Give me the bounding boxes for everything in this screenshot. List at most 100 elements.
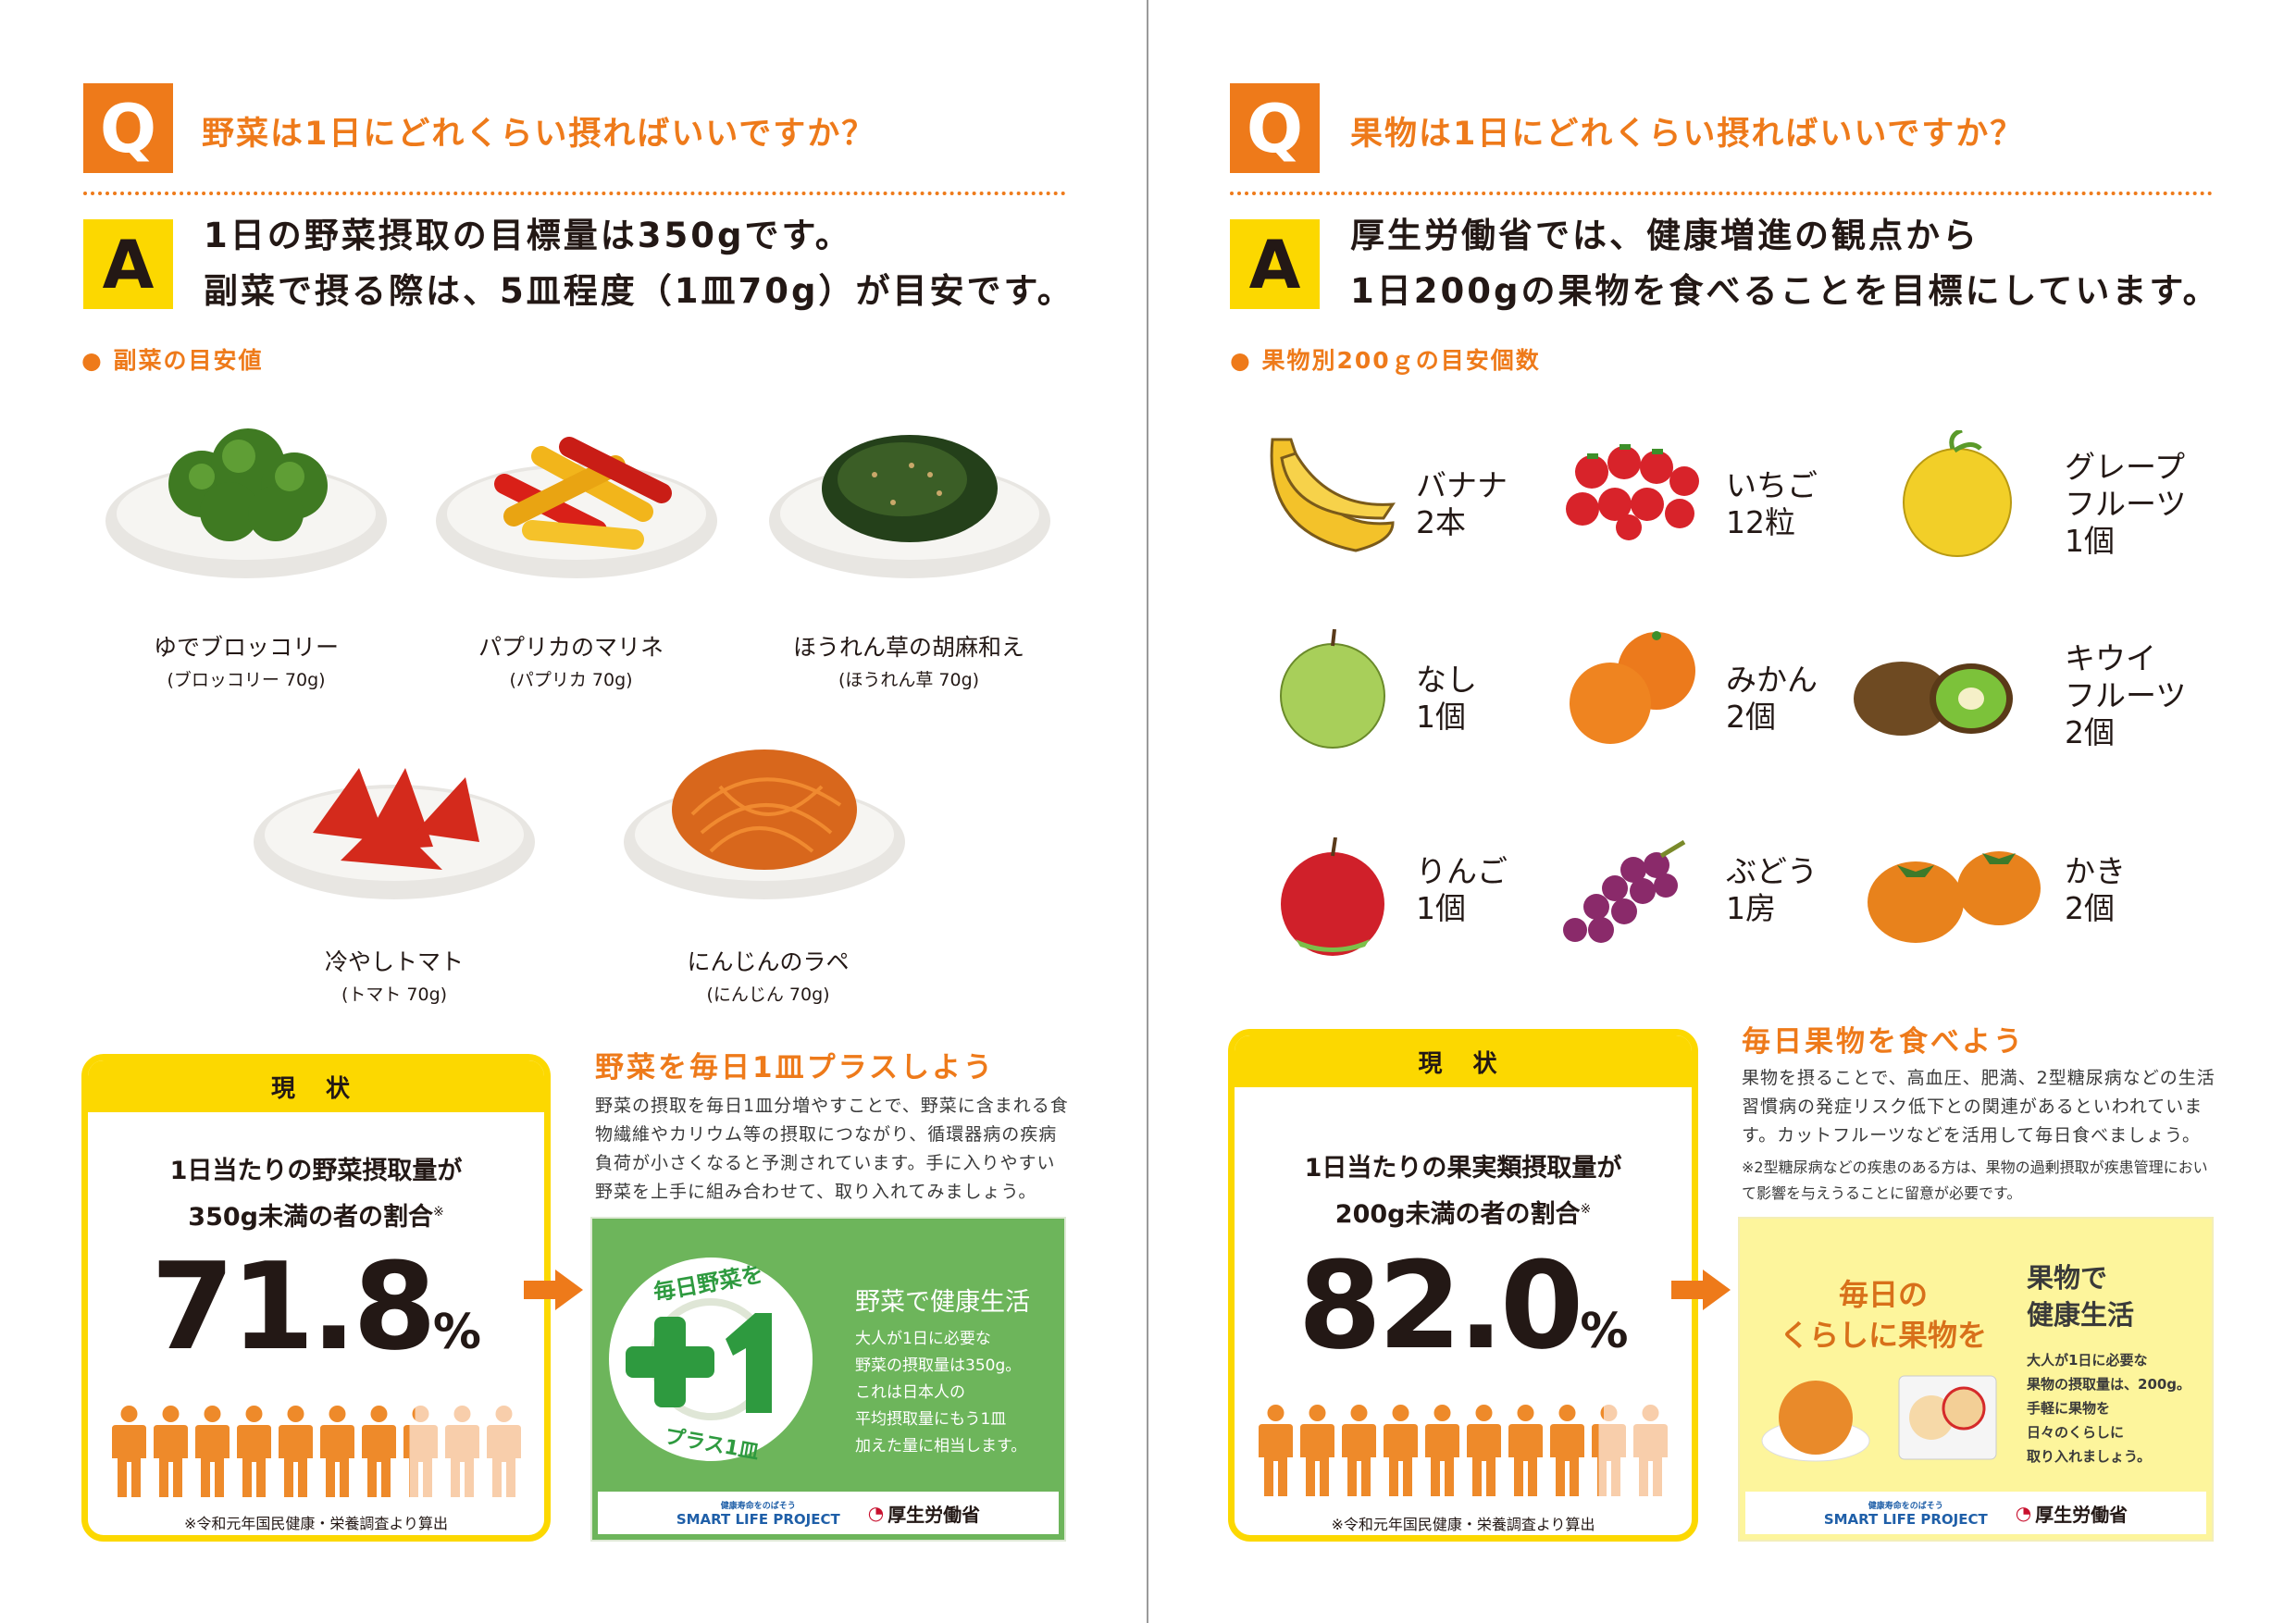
smart-life-project-logo: 健康寿命をのばそう SMART LIFE PROJECT bbox=[1824, 1499, 1988, 1528]
person-icon bbox=[1508, 1405, 1543, 1496]
person-icon bbox=[1592, 1405, 1626, 1496]
slp-tagline: 健康寿命をのばそう bbox=[720, 1501, 796, 1511]
slp-name: SMART LIFE PROJECT bbox=[676, 1510, 840, 1528]
percentage-unit: % bbox=[432, 1305, 481, 1360]
dish-name: ほうれん草の胡麻和え bbox=[792, 634, 1024, 661]
people-ratio-graphic bbox=[88, 1405, 544, 1497]
broccoli-dish-image bbox=[105, 428, 387, 578]
dish-caption: パプリカのマリネ (パプリカ 70g) bbox=[414, 629, 728, 691]
panel-title-line: 健康生活 bbox=[2027, 1299, 2135, 1331]
panel-text: 大人が1日に必要な 野菜の摂取量は350g。 これは日本人の 平均摂取量にもう1… bbox=[855, 1326, 1026, 1460]
fruit-name: りんご bbox=[1416, 853, 1508, 889]
dish-caption: 冷やしトマト (トマト 70g) bbox=[237, 944, 552, 1006]
section-title: ● 果物別200ｇの目安個数 bbox=[1230, 347, 1541, 374]
panel-line: 野菜の摂取量は350g。 bbox=[855, 1357, 1022, 1375]
dotted-divider bbox=[1230, 192, 2213, 195]
person-icon bbox=[319, 1406, 354, 1497]
fruit-label: みかん 2個 bbox=[1726, 662, 1818, 736]
dish-amount: (にんじん 70g) bbox=[706, 985, 830, 1005]
dish-name: ゆでブロッコリー bbox=[153, 634, 339, 661]
answer-line: 1日の野菜摂取の目標量は350gです。 bbox=[204, 216, 852, 255]
arrow-right-icon bbox=[1671, 1270, 1731, 1310]
fruit-amount: 12粒 bbox=[1726, 504, 1795, 540]
slp-name: SMART LIFE PROJECT bbox=[1823, 1510, 1988, 1528]
person-icon bbox=[1550, 1405, 1584, 1496]
panel-title-line: 果物で bbox=[2027, 1262, 2108, 1294]
question-title: 果物は1日にどれくらい摂ればいいですか？ bbox=[1350, 116, 2025, 153]
fruit-name: ぶどう bbox=[1726, 853, 1818, 889]
dish-name: 冷やしトマト bbox=[324, 948, 464, 975]
dish-name: パプリカのマリネ bbox=[478, 634, 664, 661]
fruit-name: いちご bbox=[1726, 467, 1818, 503]
fruit-name: バナナ bbox=[1416, 467, 1508, 503]
source-note: ※令和元年国民健康・栄養調査より算出 bbox=[1331, 1516, 1595, 1533]
campaign-note: ※2型糖尿病などの疾患のある方は、果物の過剰摂取が疾患管理において影響を与えうる… bbox=[1742, 1158, 2208, 1202]
answer-text: 厚生労働省では、健康増進の観点から 1日200gの果物を食べることを目標にしてい… bbox=[1350, 208, 2220, 319]
fruit-label: かき 2個 bbox=[2065, 853, 2126, 927]
answer-mark-badge: A bbox=[1230, 219, 1320, 309]
dish-caption: ゆでブロッコリー (ブロッコリー 70g) bbox=[89, 629, 403, 691]
fruit-label: グレープ フルーツ 1個 bbox=[2065, 449, 2186, 560]
dotted-divider bbox=[83, 192, 1066, 195]
panel-text: 大人が1日に必要な 果物の摂取量は、200g。 手軽に果物を 日々のくらしに 取… bbox=[2027, 1348, 2191, 1468]
dish-amount: (トマト 70g) bbox=[341, 985, 448, 1005]
dish-amount: (ほうれん草 70g) bbox=[838, 670, 980, 690]
pear-icon bbox=[1280, 629, 1385, 749]
person-icon bbox=[403, 1406, 438, 1497]
campaign-heading: 野菜を毎日1皿プラスしよう bbox=[595, 1051, 995, 1084]
fruit-amount: 2個 bbox=[2065, 714, 2115, 750]
grapes-icon bbox=[1563, 839, 1686, 943]
status-lead-line: 350g未満の者の割合 bbox=[188, 1203, 433, 1232]
answer-mark-badge: A bbox=[83, 219, 173, 309]
status-lead-line: 200g未満の者の割合 bbox=[1334, 1200, 1581, 1229]
question-title: 野菜は1日にどれくらい摂ればいいですか？ bbox=[202, 116, 876, 153]
paprika-dish-image bbox=[436, 437, 717, 578]
panel-title: 果物で 健康生活 bbox=[2027, 1259, 2134, 1333]
status-lead: 1日当たりの果実類摂取量が 200g未満の者の割合※ bbox=[1235, 1148, 1692, 1235]
fruit-label: バナナ 2本 bbox=[1416, 467, 1508, 541]
question-mark-badge: Q bbox=[1230, 83, 1320, 173]
person-icon bbox=[486, 1406, 521, 1497]
panel-line: 大人が1日に必要な bbox=[855, 1330, 991, 1348]
spinach-dish-image bbox=[769, 435, 1050, 578]
panel-line: 取り入れましょう。 bbox=[2027, 1448, 2152, 1465]
status-lead-line: 1日当たりの野菜摂取量が bbox=[169, 1157, 463, 1185]
grapefruit-icon bbox=[1903, 430, 2012, 557]
dish-amount: (パプリカ 70g) bbox=[509, 670, 633, 690]
person-icon bbox=[236, 1406, 271, 1497]
fruit-amount: 2個 bbox=[2065, 890, 2115, 926]
status-percentage: 71.8% bbox=[88, 1242, 544, 1397]
fruit-label: なし 1個 bbox=[1416, 662, 1477, 736]
panel-line: 手軽に果物を bbox=[2027, 1400, 2111, 1417]
plus-one-badge bbox=[609, 1258, 813, 1461]
panel-title: 野菜で健康生活 bbox=[855, 1288, 1030, 1317]
person-icon bbox=[1425, 1405, 1459, 1496]
apple-icon bbox=[1281, 837, 1384, 956]
panel-line: 大人が1日に必要な bbox=[2027, 1352, 2148, 1369]
panel-footer-logos: 健康寿命をのばそう SMART LIFE PROJECT ◔ 厚生労働省 bbox=[598, 1492, 1059, 1534]
fruit-label: りんご 1個 bbox=[1416, 853, 1508, 927]
fruit-name: かき bbox=[2065, 853, 2126, 889]
answer-text: 1日の野菜摂取の目標量は350gです。 副菜で摂る際は、5皿程度（1皿70g）が… bbox=[204, 208, 1074, 319]
person-icon bbox=[153, 1406, 188, 1497]
person-icon bbox=[361, 1406, 396, 1497]
smart-life-project-logo: 健康寿命をのばそう SMART LIFE PROJECT bbox=[676, 1499, 840, 1528]
answer-line: 副菜で摂る際は、5皿程度（1皿70g）が目安です。 bbox=[204, 271, 1074, 311]
current-status-card: 現 状 1日当たりの野菜摂取量が 350g未満の者の割合※ 71.8% ※令和元… bbox=[81, 1054, 551, 1542]
fruit-amount: 1個 bbox=[1416, 699, 1466, 735]
fruit-label: ぶどう 1房 bbox=[1726, 853, 1818, 927]
fruit-name: フルーツ bbox=[2065, 486, 2187, 522]
mandarin-icon bbox=[1570, 631, 1695, 744]
persimmon-icon bbox=[1868, 851, 2041, 943]
fruit-name: キウイ bbox=[2065, 640, 2156, 676]
arrow-right-icon bbox=[524, 1270, 583, 1310]
status-percentage: 82.0% bbox=[1235, 1241, 1692, 1396]
dish-amount: (ブロッコリー 70g) bbox=[167, 670, 326, 690]
percentage-unit: % bbox=[1580, 1304, 1629, 1359]
footnote-mark: ※ bbox=[432, 1205, 444, 1220]
campaign-paragraph: 果物を摂ることで、高血圧、肥満、2型糖尿病などの生活習慣病の発症リスク低下との関… bbox=[1742, 1068, 2215, 1146]
vegetable-plus-one-panel: 毎日野菜を +1 プラス1皿 野菜で健康生活 大人が1日に必要な 野菜の摂取量は… bbox=[590, 1217, 1066, 1542]
panel-line: これは日本人の bbox=[855, 1383, 965, 1402]
fruit-label: いちご 12粒 bbox=[1726, 467, 1818, 541]
percentage-value: 71.8 bbox=[151, 1236, 437, 1377]
